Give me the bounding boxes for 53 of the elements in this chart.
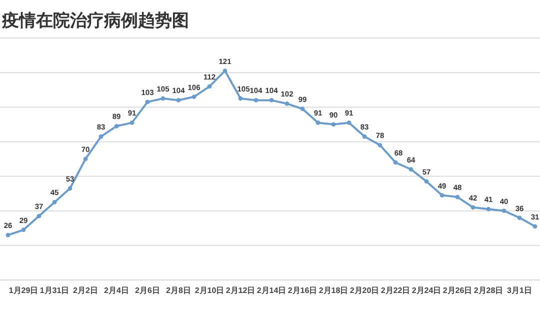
point: [455, 194, 460, 200]
point: [145, 100, 150, 104]
x-tick-label: 2月6日: [135, 286, 160, 295]
x-tick-label: 2月12日: [226, 286, 256, 295]
point: [284, 101, 290, 106]
point: [176, 98, 181, 102]
point: [316, 120, 320, 125]
point: [83, 156, 88, 162]
point: [532, 224, 538, 229]
x-tick-label: 2月10日: [194, 286, 224, 295]
point: [207, 84, 212, 89]
point: [378, 142, 382, 148]
chart-title: 疫情在院治疗病例趋势图: [1, 11, 189, 30]
point: [192, 94, 196, 99]
x-tick-label: 2月20日: [350, 286, 380, 295]
point: [408, 167, 414, 172]
point: [486, 206, 491, 212]
point: [470, 205, 476, 210]
point: [222, 68, 228, 74]
x-tick-label: 1月31日: [40, 286, 70, 295]
x-tick-label: 2月8日: [166, 286, 191, 295]
x-tick-label: 2月18日: [318, 286, 348, 295]
point: [68, 186, 72, 191]
x-tick-label: 2月22日: [380, 286, 410, 295]
point: [300, 106, 305, 112]
point: [424, 179, 429, 184]
point: [517, 216, 522, 220]
point: [346, 120, 352, 125]
point: [269, 98, 274, 102]
x-tick-label: 2月16日: [288, 286, 318, 295]
point: [331, 122, 336, 127]
point: [254, 98, 258, 102]
point: [502, 208, 506, 214]
point: [21, 228, 26, 232]
point: [440, 193, 444, 198]
point: [393, 160, 398, 165]
x-tick-label: 3月1日: [507, 286, 532, 295]
point: [52, 200, 57, 204]
x-tick-label: 2月24日: [412, 286, 442, 295]
x-tick-label: 2月26日: [442, 286, 472, 295]
point: [238, 96, 243, 101]
point: [114, 124, 119, 128]
x-tick-label: 2月28日: [474, 286, 504, 295]
x-tick-label: 2月4日: [104, 286, 129, 295]
x-tick-label: 2月14日: [256, 286, 286, 295]
point: [362, 134, 367, 139]
point: [36, 214, 42, 218]
point: [130, 120, 134, 125]
point: [160, 96, 166, 101]
x-tick-label: 2月2日: [73, 286, 98, 295]
x-tick-label: 1月29日: [8, 286, 38, 295]
point: [6, 232, 10, 238]
point: [98, 134, 104, 139]
